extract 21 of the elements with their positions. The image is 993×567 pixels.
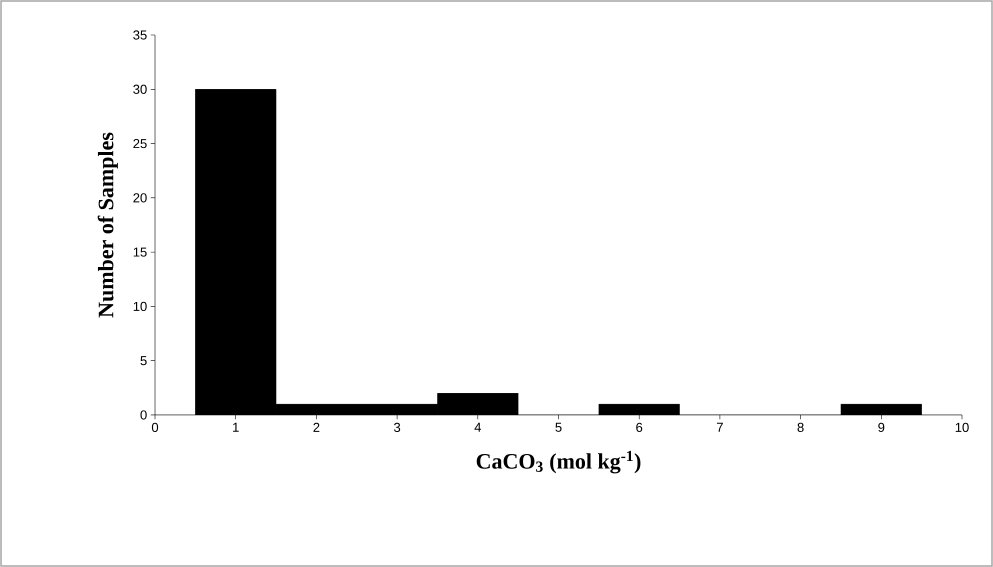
x-tick-label: 10: [956, 422, 969, 432]
y-tick-label: 30: [133, 84, 147, 94]
y-tick-label: 10: [134, 302, 147, 312]
x-tick-label: 6: [636, 422, 642, 432]
x-tick-label: 8: [798, 422, 804, 432]
y-tick-label: 0: [140, 410, 147, 420]
y-tick-label: 20: [133, 193, 147, 202]
y-axis-title: Number of Samples: [98, 132, 118, 318]
x-tick-label: 9: [878, 422, 884, 432]
y-tick-label: 5: [140, 356, 147, 366]
x-tick-label: 3: [394, 422, 400, 432]
y-tick-label: 25: [133, 138, 147, 148]
x-tick-label: 4: [474, 422, 482, 432]
y-tick-label: 35: [133, 30, 147, 40]
x-axis-title: CaCO$_{3}$ (mol kg$^{-1}$): [476, 450, 640, 474]
x-tick-label: 0: [152, 422, 158, 432]
y-tick-label: 15: [134, 248, 147, 257]
x-tick-label: 7: [716, 422, 723, 432]
x-tick-label: 2: [313, 422, 320, 432]
x-tick-label: 1: [233, 422, 239, 432]
x-tick-label: 5: [555, 422, 562, 432]
